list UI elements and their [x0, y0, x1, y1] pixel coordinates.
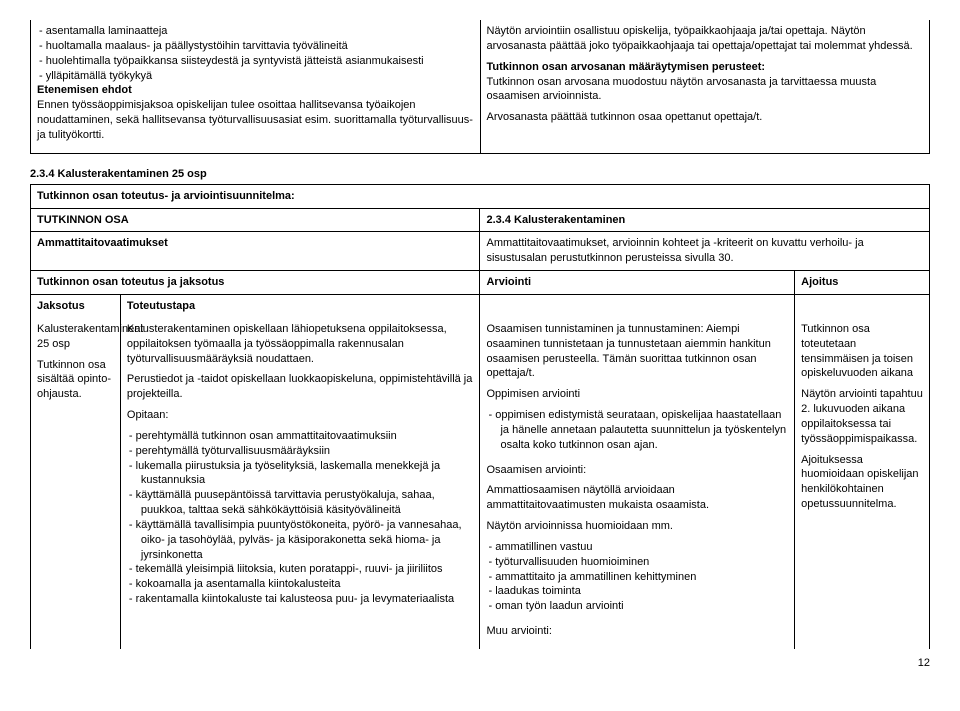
bullet: rakentamalla kiintokaluste tai kalusteos… [141, 592, 474, 607]
col2-p2: Perustiedot ja -taidot opiskellaan luokk… [127, 372, 474, 402]
row-toteutus-jaksotus: Tutkinnon osan toteutus ja jaksotus [31, 271, 480, 295]
bullet: huolehtimalla työpaikkansa siisteydestä … [51, 54, 474, 69]
bullet: ylläpitämällä työkykyä [51, 69, 474, 84]
col1-text-b: Tutkinnon osa sisältää opinto-ohjausta. [37, 358, 114, 403]
empty-cell [795, 294, 930, 317]
col3-p3: Näytön arvioinnissa huomioidaan mm. [486, 519, 788, 534]
col3-arviointi-content: Osaamisen tunnistaminen ja tunnustaminen… [480, 318, 795, 649]
col3-p1: Osaamisen tunnistaminen ja tunnustaminen… [486, 322, 788, 381]
bullet: perehtymällä työturvallisuusmääräyksiin [141, 444, 474, 459]
bullet: tekemällä yleisimpiä liitoksia, kuten po… [141, 562, 474, 577]
bullet: oman työn laadun arviointi [500, 599, 788, 614]
col2-toteutustapa-content: Kalusterakentaminen opiskellaan lähiopet… [120, 318, 480, 649]
col3-b1: oppimisen edistymistä seurataan, opiskel… [486, 408, 788, 453]
etenemisen-ehdot-text: Ennen työssäoppimisjaksoa opiskelijan tu… [37, 98, 474, 143]
col1-jaksotus-content: Kalusterakentaminent 25 osp Tutkinnon os… [31, 318, 121, 649]
col2-p1: Kalusterakentaminen opiskellaan lähiopet… [127, 322, 474, 367]
row-tutkinnon-osa-value: 2.3.4 Kalusterakentaminen [480, 208, 930, 232]
top-right-cell: Näytön arviointiin osallistuu opiskelija… [480, 20, 930, 153]
row-ajoitus: Ajoitus [795, 271, 930, 295]
bullet: käyttämällä puusepäntöissä tarvittavia p… [141, 488, 474, 518]
col2-bullets: perehtymällä tutkinnon osan ammattitaito… [127, 429, 474, 607]
col4-p2: Näytön arviointi tapahtuu 2. lukuvuoden … [801, 387, 923, 446]
bullet: ammatillinen vastuu [500, 540, 788, 555]
bullet: lukemalla piirustuksia ja työselityksiä,… [141, 459, 474, 489]
arvosana-heading: Tutkinnon osan arvosanan määräytymisen p… [487, 60, 924, 75]
top-right-p1: Näytön arviointiin osallistuu opiskelija… [487, 24, 924, 54]
bullet: kokoamalla ja asentamalla kiintokalustei… [141, 577, 474, 592]
col4-p3: Ajoituksessa huomioidaan opiskelijan hen… [801, 453, 923, 512]
row-jaksotus: Jaksotus [31, 294, 121, 317]
col4-p1: Tutkinnon osa toteutetaan tensimmäisen j… [801, 322, 923, 381]
page-number: 12 [30, 657, 930, 669]
col3-h2: Osaamisen arviointi: [486, 463, 788, 478]
row-arviointi: Arviointi [480, 271, 795, 295]
bullet: käyttämällä tavallisimpia puuntyöstökone… [141, 518, 474, 563]
top-left-bullets: asentamalla laminaatteja huoltamalla maa… [37, 24, 474, 83]
bullet: huoltamalla maalaus- ja päällystystöihin… [51, 39, 474, 54]
row-tutkinnon-osa-label: TUTKINNON OSA [31, 208, 480, 232]
main-table: Tutkinnon osan toteutus- ja arviointisuu… [30, 184, 930, 649]
col3-p2: Ammattiosaamisen näytöllä arvioidaan amm… [486, 483, 788, 513]
bullet: työturvallisuuden huomioiminen [500, 555, 788, 570]
top-table: asentamalla laminaatteja huoltamalla maa… [30, 20, 930, 154]
bullet: ammattitaito ja ammatillinen kehittymine… [500, 570, 788, 585]
top-left-cell: asentamalla laminaatteja huoltamalla maa… [31, 20, 481, 153]
section-title: 2.3.4 Kalusterakentaminen 25 osp [30, 168, 930, 180]
bullet: oppimisen edistymistä seurataan, opiskel… [500, 408, 788, 453]
row-toteutustapa: Toteutustapa [120, 294, 480, 317]
col3-h1: Oppimisen arviointi [486, 387, 788, 402]
col1-text-a: Kalusterakentaminent 25 osp [37, 322, 114, 352]
etenemisen-ehdot-heading: Etenemisen ehdot [37, 83, 474, 98]
col2-lead: Opitaan: [127, 408, 474, 423]
col3-b2: ammatillinen vastuu työturvallisuuden hu… [486, 540, 788, 614]
row-ammattitaito-value: Ammattitaitovaatimukset, arvioinnin koht… [480, 232, 930, 271]
bullet: perehtymällä tutkinnon osan ammattitaito… [141, 429, 474, 444]
col4-ajoitus-content: Tutkinnon osa toteutetaan tensimmäisen j… [795, 318, 930, 649]
top-right-p2: Tutkinnon osan arvosana muodostuu näytön… [487, 75, 924, 105]
col3-p4: Muu arviointi: [486, 624, 788, 639]
row-ammattitaito-label: Ammattitaitovaatimukset [31, 232, 480, 271]
empty-cell [480, 294, 795, 317]
top-right-p3: Arvosanasta päättää tutkinnon osaa opett… [487, 110, 924, 125]
bullet: asentamalla laminaatteja [51, 24, 474, 39]
bullet: laadukas toiminta [500, 584, 788, 599]
row-suunnitelma: Tutkinnon osan toteutus- ja arviointisuu… [31, 184, 930, 208]
